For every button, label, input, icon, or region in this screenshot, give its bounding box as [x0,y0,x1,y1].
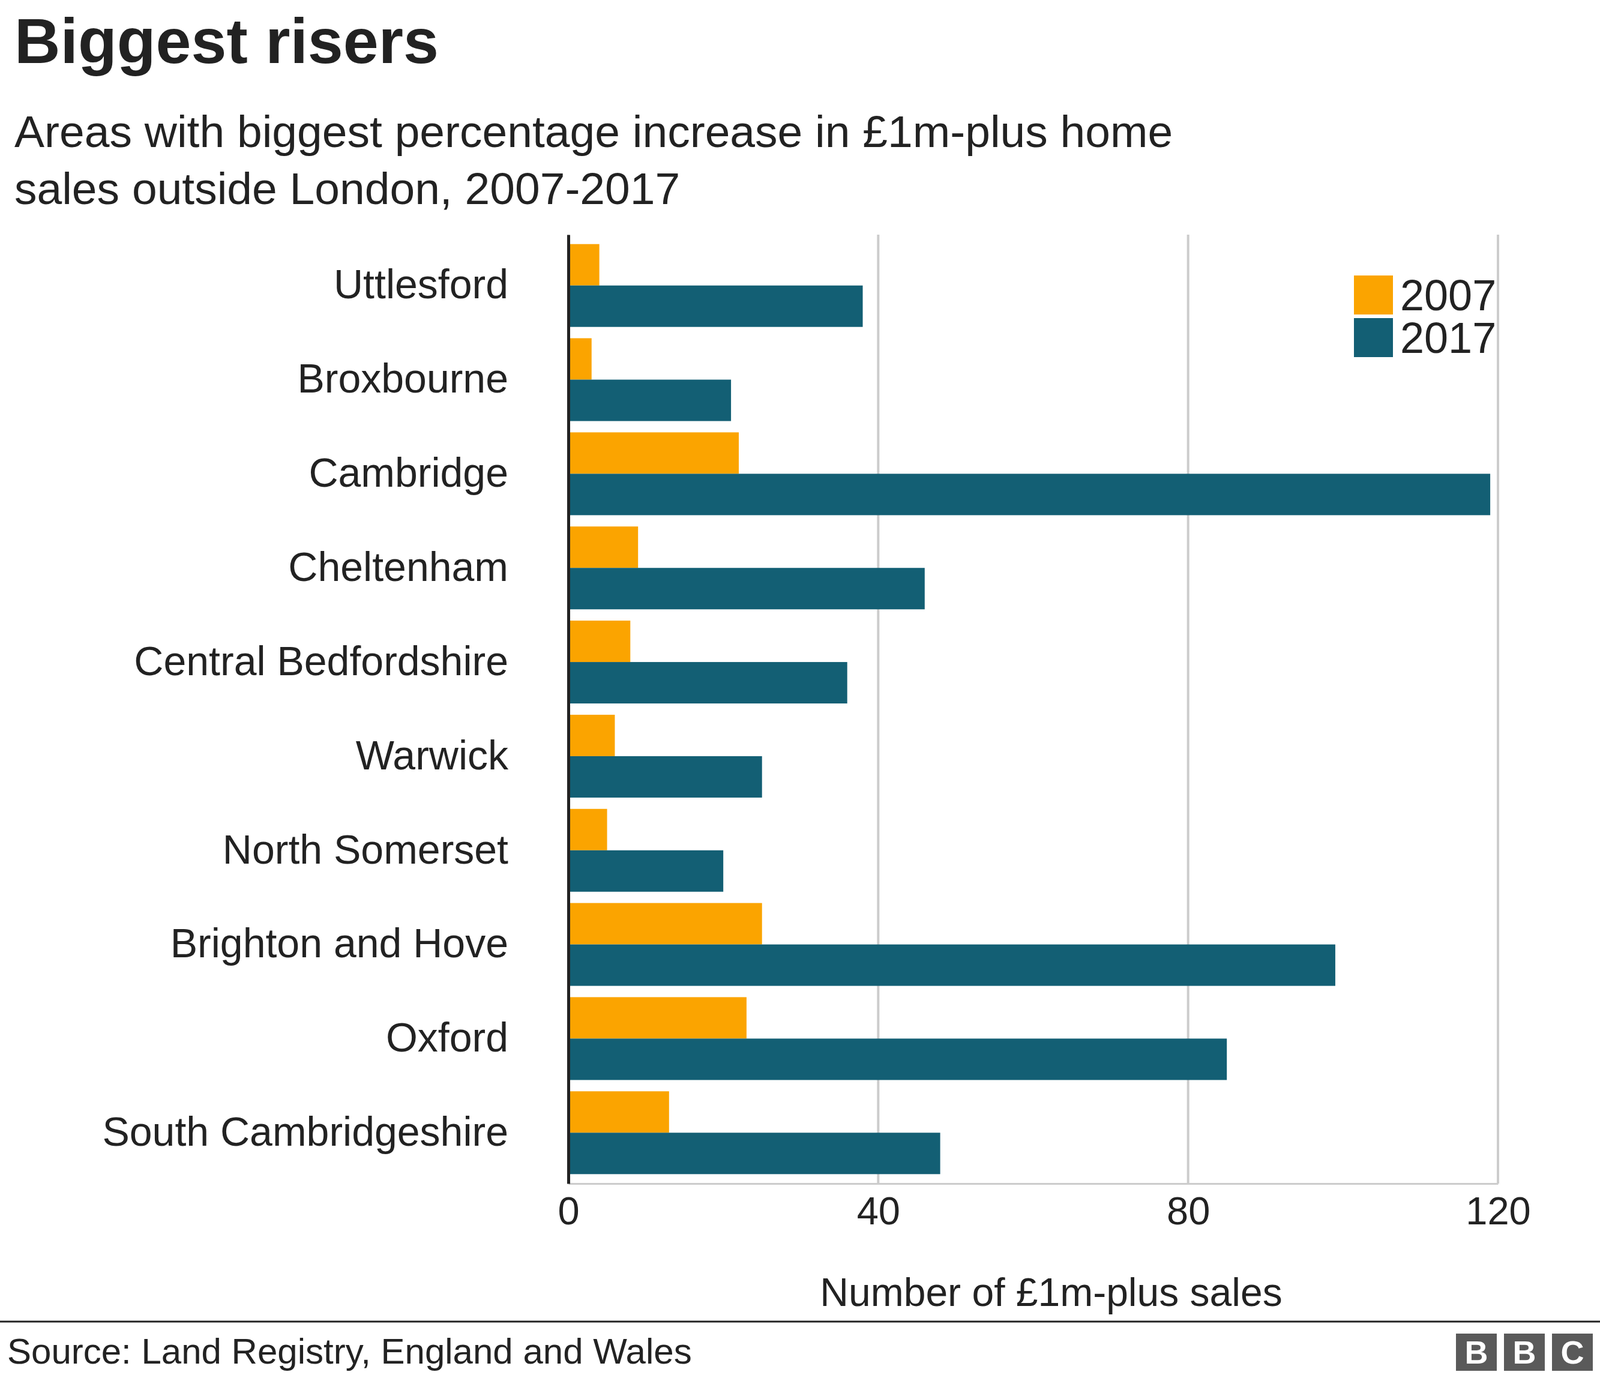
bar [568,903,763,945]
bar [568,809,608,851]
bar [568,567,925,610]
footer-rule [0,1320,1600,1323]
legend: 20072017 [1353,271,1497,362]
bar [568,1038,1227,1080]
x-axis: 0 40 80 120 [557,1183,1531,1233]
subtitle: sales outside London, 2007-2017 [14,163,680,214]
logo-letter: B [1464,1334,1489,1371]
bar [568,850,724,892]
y-axis-line [567,235,571,1185]
y-tick-label: Uttlesford [333,261,509,307]
x-axis-title: Number of £1m-plus sales [819,1269,1282,1315]
y-axis: Uttlesford Broxbourne Cambridge Cheltenham C… [102,235,569,1185]
logo: BBC [1455,1333,1593,1371]
y-tick: Brighton and Hove [170,920,509,966]
x-tick-label: 120 [1465,1188,1531,1233]
y-tick-label: Cambridge [308,449,509,496]
y-tick: Cheltenham [288,543,509,590]
y-tick: South Cambridgeshire [102,1108,509,1155]
legend-item: 2007 [1353,271,1497,320]
legend-label: 2017 [1400,313,1497,362]
x-axis-line [568,1182,1499,1185]
bar [568,756,763,798]
bar [568,338,592,380]
x-tick-label: 0 [557,1188,580,1233]
grid-line [1496,234,1500,1184]
bars [568,244,1491,1175]
x-tick: 80 [1166,1183,1210,1233]
y-tick-label: Cheltenham [288,543,509,590]
chart: Biggest risers Areas with biggest percent… [0,0,1600,1375]
grid [568,234,1498,1184]
y-tick: Cambridge [308,449,509,496]
logo-box [1551,1333,1593,1371]
x-tick: 40 [857,1183,901,1233]
bar [568,244,600,286]
legend-label: 2007 [1400,271,1497,320]
y-tick: Broxbourne [297,355,509,401]
bar [568,661,848,704]
bar [568,379,731,422]
bar [568,526,638,568]
x-tick: 0 [557,1183,580,1233]
y-tick: North Somerset [222,826,509,873]
source: Source: Land Registry, England and Wales [7,1331,692,1372]
y-tick-label: Broxbourne [297,355,509,401]
y-tick-label: Brighton and Hove [170,920,509,966]
x-tick-label: 40 [857,1188,901,1233]
x-tick: 120 [1465,1183,1531,1233]
y-tick: Uttlesford [333,261,509,307]
bar [568,473,1491,515]
bar [568,620,631,662]
logo-letter: B [1512,1334,1537,1371]
y-tick-label: Central Bedfordshire [133,637,509,684]
y-tick-label: North Somerset [222,826,509,873]
subtitle: Areas with biggest percentage increase i… [14,106,1173,157]
bar [568,944,1336,987]
bar [568,996,747,1039]
y-tick: Warwick [355,732,509,778]
legend-swatch [1353,275,1393,315]
logo-letter: C [1560,1334,1585,1371]
legend-item: 2017 [1353,313,1497,362]
legend-swatch [1353,318,1393,358]
y-tick-label: Oxford [385,1014,509,1060]
bar [568,714,615,757]
logo-text: BBC [1464,1334,1585,1371]
x-tick-label: 80 [1166,1188,1210,1233]
grid-line [567,234,570,1184]
bar [568,285,864,328]
y-tick: Oxford [385,1014,509,1060]
y-tick: Central Bedfordshire [133,637,509,684]
bar [568,1091,670,1133]
title: Biggest risers [14,5,439,77]
series [568,285,1491,1175]
logo-box [1455,1333,1497,1371]
logo-box [1503,1333,1545,1371]
y-tick-label: South Cambridgeshire [102,1108,509,1155]
y-tick-label: Warwick [355,732,509,778]
bar [568,1132,941,1174]
bar [568,432,739,474]
